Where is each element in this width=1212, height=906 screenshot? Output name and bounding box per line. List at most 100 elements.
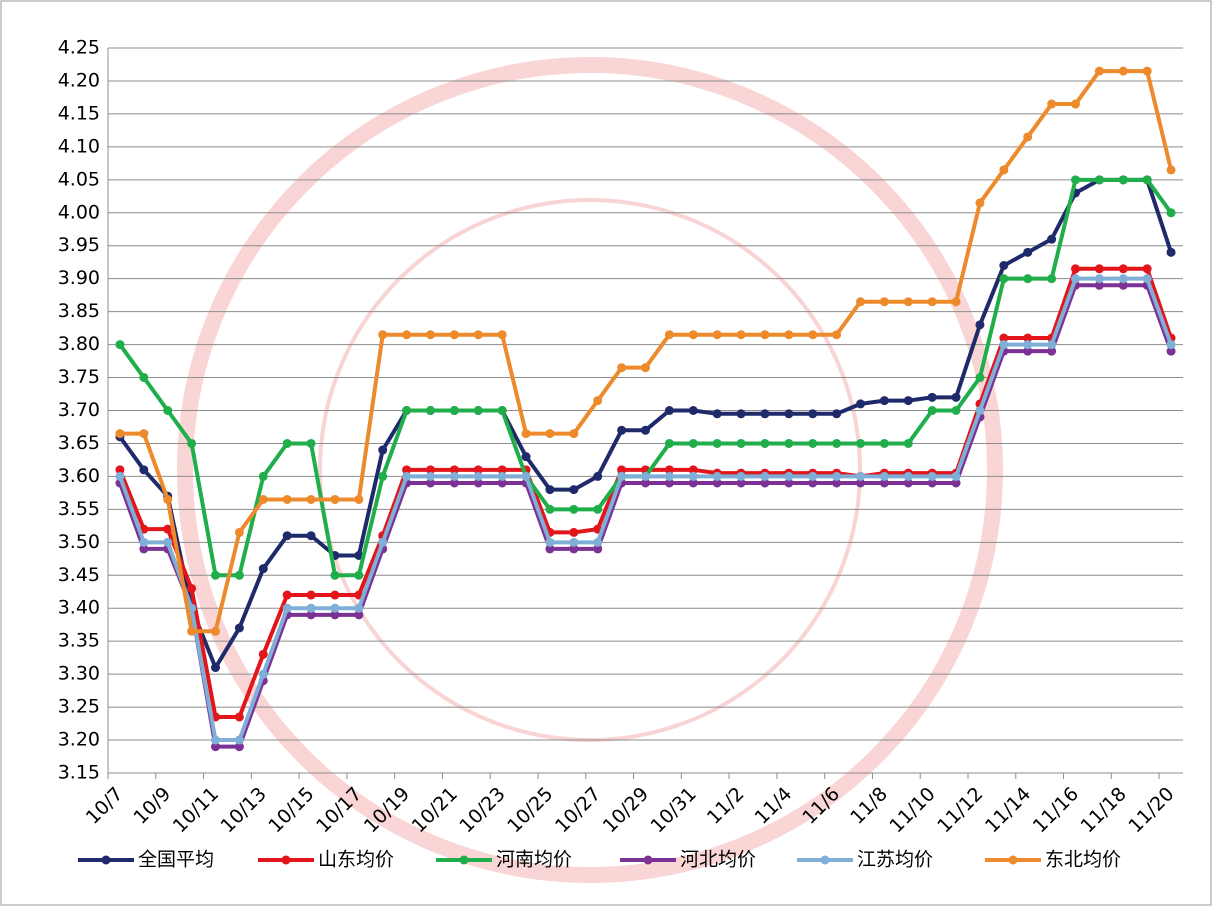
point [139, 537, 149, 547]
point [951, 478, 961, 488]
y-tick-label: 3.50 [58, 531, 100, 553]
y-tick-label: 3.35 [58, 630, 100, 652]
point [736, 438, 746, 448]
point [736, 330, 746, 340]
point [712, 478, 722, 488]
point [330, 603, 340, 613]
point [736, 471, 746, 481]
point [641, 478, 650, 488]
point [258, 649, 268, 659]
y-tick-label: 3.70 [58, 399, 100, 421]
point [688, 478, 698, 488]
point [234, 623, 244, 633]
point [664, 330, 674, 340]
point [784, 471, 794, 481]
point [641, 471, 650, 481]
point [951, 471, 961, 481]
point [903, 396, 913, 406]
point [497, 406, 507, 415]
point [712, 409, 722, 419]
y-tick-label: 3.45 [58, 564, 100, 586]
point [1023, 333, 1033, 343]
point [1166, 346, 1176, 356]
point [760, 478, 770, 488]
point [712, 471, 722, 481]
point [449, 406, 459, 415]
point [999, 333, 1009, 343]
point [664, 478, 674, 488]
legend-marker [820, 855, 830, 865]
point [664, 406, 674, 415]
legend-marker [643, 855, 653, 865]
point [1047, 274, 1057, 284]
point [426, 465, 435, 475]
point [211, 570, 220, 580]
point [975, 373, 985, 383]
point [1071, 264, 1080, 274]
point [903, 471, 913, 481]
point [473, 406, 483, 415]
y-tick-label: 3.80 [58, 333, 100, 355]
point [879, 471, 889, 481]
point [234, 570, 244, 580]
point [856, 478, 865, 488]
point [115, 340, 125, 350]
point [354, 603, 364, 613]
point [306, 531, 316, 541]
point [1023, 247, 1033, 257]
point [211, 663, 220, 673]
point [784, 438, 794, 448]
y-tick-label: 3.30 [58, 663, 100, 685]
point [1166, 165, 1176, 175]
point [593, 504, 603, 514]
y-tick-label: 4.15 [58, 102, 100, 124]
point [760, 409, 770, 419]
point [975, 320, 985, 330]
point [712, 438, 722, 448]
point [593, 471, 603, 481]
point [760, 438, 770, 448]
point [211, 742, 220, 752]
point [306, 610, 316, 620]
point [306, 603, 316, 613]
point [569, 429, 579, 439]
point [1142, 264, 1152, 274]
point [999, 165, 1009, 175]
point [187, 583, 197, 593]
point [569, 504, 579, 514]
point [402, 406, 412, 415]
point [1071, 274, 1080, 284]
point [402, 471, 412, 481]
point [426, 478, 435, 488]
point [1071, 99, 1080, 109]
y-tick-label: 3.85 [58, 300, 100, 322]
point [927, 478, 937, 488]
point [282, 438, 292, 448]
point [473, 478, 483, 488]
point [449, 478, 459, 488]
point [163, 406, 173, 415]
point [808, 330, 818, 340]
point [497, 471, 507, 481]
point [306, 494, 316, 504]
legend-label: 东北均价 [1045, 849, 1121, 871]
point [139, 373, 149, 383]
point [832, 478, 842, 488]
point [664, 465, 674, 475]
point [258, 494, 268, 504]
y-tick-label: 3.95 [58, 234, 100, 256]
point [1094, 66, 1104, 76]
point [282, 531, 292, 541]
y-tick-label: 3.40 [58, 597, 100, 619]
point [1166, 247, 1176, 257]
point [211, 626, 220, 636]
point [115, 471, 125, 481]
point [569, 537, 579, 547]
legend-label: 全国平均 [138, 849, 214, 871]
point [258, 564, 268, 574]
point [1166, 208, 1176, 218]
point [999, 261, 1009, 270]
point [426, 406, 435, 415]
point [449, 465, 459, 475]
